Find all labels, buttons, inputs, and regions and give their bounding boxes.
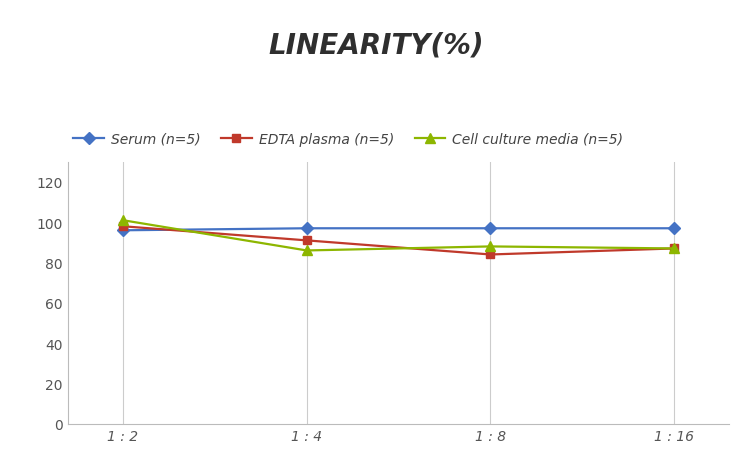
Cell culture media (n=5) [486,244,495,249]
Serum (n=5) [118,228,127,234]
Cell culture media (n=5) [118,218,127,223]
Serum (n=5) [486,226,495,231]
Serum (n=5) [302,226,311,231]
Cell culture media (n=5) [302,248,311,253]
Cell culture media (n=5) [670,246,679,252]
EDTA plasma (n=5) [118,224,127,230]
Serum (n=5) [670,226,679,231]
Line: Cell culture media (n=5): Cell culture media (n=5) [118,216,679,256]
Text: LINEARITY(%): LINEARITY(%) [268,32,484,60]
EDTA plasma (n=5) [670,246,679,252]
Legend: Serum (n=5), EDTA plasma (n=5), Cell culture media (n=5): Serum (n=5), EDTA plasma (n=5), Cell cul… [68,127,629,152]
EDTA plasma (n=5) [486,252,495,258]
Line: EDTA plasma (n=5): EDTA plasma (n=5) [119,223,678,259]
EDTA plasma (n=5) [302,238,311,244]
Line: Serum (n=5): Serum (n=5) [119,225,678,235]
